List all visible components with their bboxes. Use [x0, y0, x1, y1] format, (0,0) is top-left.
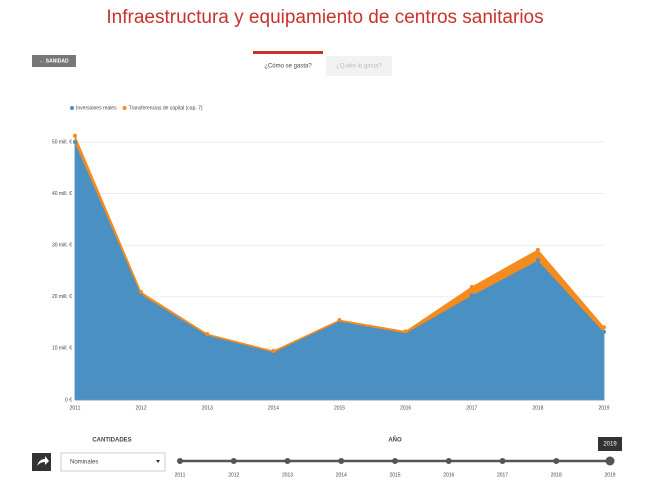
- legend-marker: [70, 106, 74, 110]
- y-tick-label: 10 mill. €: [52, 346, 72, 352]
- x-tick-label: 2012: [136, 405, 147, 411]
- slider-year-label[interactable]: 2013: [282, 472, 293, 478]
- point: [337, 318, 342, 323]
- slider-year-label[interactable]: 2019: [604, 472, 615, 478]
- point: [73, 133, 77, 138]
- point: [602, 325, 606, 330]
- tab[interactable]: ¿Quién lo gasta?: [336, 64, 382, 70]
- dropdown[interactable]: [60, 452, 166, 472]
- point: [139, 290, 144, 295]
- slider-year-label[interactable]: 2011: [175, 472, 186, 478]
- slider-stop[interactable]: [284, 458, 291, 464]
- x-tick-label: 2018: [532, 405, 543, 411]
- share-icon[interactable]: [37, 456, 49, 466]
- y-tick-label: 20 mill. €: [52, 294, 72, 300]
- control-label: CANTIDADES: [92, 438, 131, 444]
- point: [535, 258, 540, 263]
- slider-year-label[interactable]: 2017: [497, 472, 508, 478]
- year-slider[interactable]: 2011 2012 2013 2014 2015 2016 2017 2018 2019 2019: [175, 437, 622, 478]
- point: [271, 348, 276, 353]
- area: [74, 141, 605, 401]
- dropdown-arrow[interactable]: [156, 460, 160, 463]
- slider-year-label[interactable]: 2012: [228, 472, 239, 478]
- x-tick-label: 2015: [334, 405, 345, 411]
- point: [602, 329, 606, 334]
- tab[interactable]: ¿Cómo se gasta?: [264, 64, 312, 70]
- legend-label: Inversiones reales: [76, 105, 117, 111]
- dropdown-value[interactable]: Nominales: [70, 460, 98, 466]
- x-tick-label: 2014: [268, 405, 279, 411]
- slider-year-label[interactable]: 2016: [443, 472, 454, 478]
- point: [535, 247, 540, 252]
- slider-stop[interactable]: [392, 458, 398, 464]
- point: [403, 329, 408, 334]
- slider-stop[interactable]: [605, 456, 615, 466]
- legend-marker: [122, 106, 127, 110]
- slider-stop[interactable]: [177, 458, 183, 464]
- x-tick-label: 2016: [400, 405, 411, 411]
- x-tick-label: 2019: [598, 405, 609, 411]
- tooltip-box: [598, 437, 622, 451]
- point: [205, 331, 210, 336]
- x-tick-label: 2013: [202, 405, 213, 411]
- slider-stop[interactable]: [338, 458, 345, 464]
- legend-label: Transferencias de capital (cap. 7): [129, 105, 203, 111]
- back-button[interactable]: [32, 55, 76, 67]
- slider-year-label[interactable]: 2015: [389, 472, 400, 478]
- page-title: Infraestructura y equipamiento de centro…: [106, 7, 543, 28]
- y-tick-label: 30 mill. €: [52, 243, 72, 249]
- y-tick-label: 40 mill. €: [52, 191, 72, 197]
- slider-stop[interactable]: [499, 458, 506, 464]
- active-tab-indicator: [253, 51, 323, 54]
- tab-background[interactable]: [326, 56, 392, 76]
- selected-year: 2019: [603, 442, 617, 448]
- x-tick-label: 2011: [70, 405, 81, 411]
- y-tick-label: 0 €: [65, 397, 72, 403]
- control-label: AÑO: [388, 437, 402, 444]
- point: [469, 293, 474, 298]
- back-button-label[interactable]: ← SANIDAD: [39, 58, 69, 64]
- point: [73, 140, 77, 144]
- slider-stop[interactable]: [553, 458, 560, 464]
- slider-stop[interactable]: [445, 458, 452, 464]
- x-tick-label: 2017: [466, 405, 477, 411]
- slider-year-label[interactable]: 2014: [336, 472, 347, 478]
- chart: 0 € 10 mill. € 20 mill. € 30 mill. € 40 mill…: [52, 105, 610, 411]
- slider-year-label[interactable]: 2018: [551, 472, 562, 478]
- slider-stop[interactable]: [230, 458, 237, 464]
- point: [469, 284, 474, 289]
- y-tick-label: 50 mill. €: [52, 139, 72, 145]
